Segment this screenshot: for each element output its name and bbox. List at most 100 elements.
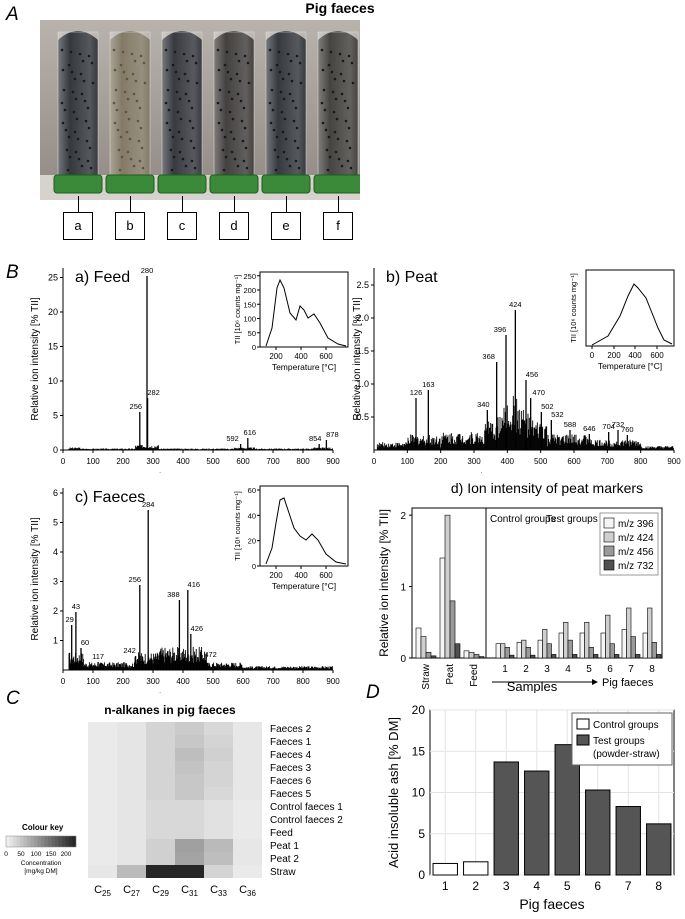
category-label: Feed (469, 664, 480, 687)
colour-key-tick: 100 (31, 851, 42, 858)
row-label: Feed (270, 828, 293, 839)
tube-texture (288, 164, 292, 168)
tube-texture (170, 168, 174, 172)
heatmap-cell (117, 748, 146, 761)
tube-texture (349, 166, 353, 170)
tube-texture (137, 139, 141, 143)
colour-key-title: Colour key (22, 823, 64, 832)
heatmap-cell (146, 865, 175, 878)
tube-texture (269, 121, 273, 125)
colour-key-step (6, 836, 10, 847)
heatmap-cell (233, 774, 262, 787)
category-label: 6 (607, 664, 613, 675)
tube-texture (331, 90, 335, 94)
y-tick-label: 3 (53, 577, 58, 587)
colour-key-step (41, 836, 45, 847)
heatmap-cell (175, 839, 204, 852)
row-label: Faeces 6 (270, 776, 312, 787)
tube-texture (91, 81, 95, 85)
tube-texture (329, 50, 333, 54)
bar (425, 651, 432, 659)
tube-texture (183, 72, 187, 76)
tube-texture (281, 77, 285, 81)
tube-texture (282, 97, 286, 101)
tube-texture (143, 81, 147, 85)
heatmap-cell (117, 787, 146, 800)
tube-texture (124, 110, 128, 114)
spectrum-title: c) Faeces (75, 489, 145, 506)
x-tick-label: 700 (266, 677, 280, 686)
x-tick-label: 400 (176, 677, 190, 686)
y-tick-label: 5 (53, 411, 58, 421)
tube-texture (119, 135, 123, 139)
tube-label-f: f (323, 212, 353, 240)
category-label: 5 (586, 664, 592, 675)
inset-x-label: Temperature [°C] (272, 581, 336, 591)
acid-insoluble-ash-chart: 0 5 10 15 20 1 2 3 4 5 6 7 8 Acid insoluble ash [% DM… (386, 703, 675, 912)
peak-label: 284 (142, 500, 155, 509)
row-label: Faeces 4 (270, 750, 312, 761)
tube-texture (139, 54, 143, 58)
bar (600, 632, 606, 659)
tube-texture (289, 59, 293, 63)
bar (646, 823, 672, 876)
y-tick-label: 2.0 (356, 313, 369, 323)
bar (579, 632, 585, 659)
y-tick-label: 20 (412, 703, 426, 717)
tube-texture (113, 121, 117, 125)
tube-texture (122, 70, 126, 74)
tube-texture (123, 90, 127, 94)
x-tick-label: 400 (176, 457, 190, 466)
bar (449, 600, 456, 659)
y-tick-label: 10 (48, 376, 58, 386)
tube-label-c: c (167, 212, 197, 240)
legend-label-test-sub: (powder-straw) (593, 749, 660, 760)
heatmap-cell (146, 800, 175, 813)
tube-texture (194, 61, 198, 65)
tube-texture (327, 63, 331, 67)
heatmap-cell (146, 852, 175, 865)
column-label: C33 (210, 884, 227, 898)
inset-y-label: TII [10⁶ counts mg⁻¹] (233, 275, 242, 345)
tube-texture (135, 99, 139, 103)
y-tick-label: 1.5 (356, 346, 369, 356)
inset-x-tick-label: 0 (590, 351, 595, 360)
tube-texture (87, 126, 91, 130)
tube-texture (228, 110, 232, 114)
category-label: 1 (442, 879, 449, 893)
tube-texture (321, 121, 325, 125)
heatmap-cell (117, 839, 146, 852)
tubes-photo (40, 20, 360, 200)
bar (551, 654, 557, 659)
legend-label: m/z 732 (618, 561, 654, 572)
peak-label: 646 (583, 424, 596, 433)
tube-texture (89, 166, 93, 170)
x-tick-label: 500 (206, 677, 220, 686)
row-label: Faeces 3 (270, 763, 312, 774)
bar (635, 654, 641, 659)
panel-label-b: B (6, 262, 19, 283)
x-tick-label: 300 (146, 677, 160, 686)
heatmap-cell (146, 839, 175, 852)
tube-texture (341, 59, 345, 63)
peak-label: 532 (551, 410, 564, 419)
bar (584, 621, 590, 659)
tube-texture (125, 130, 129, 134)
heatmap-cell (233, 839, 262, 852)
heatmap-cell (175, 852, 204, 865)
y-tick-label: 1 (53, 636, 58, 646)
bar (473, 654, 480, 659)
tube-label-a: a (63, 212, 93, 240)
bar (542, 629, 548, 659)
colour-key-step (48, 836, 52, 847)
tube-texture (117, 148, 121, 152)
tube-texture (294, 106, 298, 110)
tube-texture (285, 157, 289, 161)
arrow-label: Pig faeces (602, 677, 654, 689)
heatmap-cell (88, 826, 117, 839)
heatmap-cell (88, 800, 117, 813)
tube-texture (71, 90, 75, 94)
bar (468, 651, 475, 659)
tube-texture (242, 106, 246, 110)
bar (454, 643, 461, 659)
